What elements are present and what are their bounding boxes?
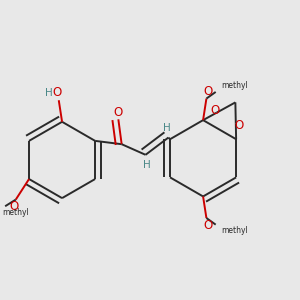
Text: O: O: [10, 200, 19, 213]
Text: O: O: [235, 119, 244, 132]
Text: methyl: methyl: [222, 226, 248, 235]
Text: O: O: [203, 85, 213, 98]
Text: H: H: [143, 160, 151, 170]
Text: H: H: [45, 88, 53, 98]
Text: O: O: [114, 106, 123, 118]
Text: methyl: methyl: [222, 82, 248, 91]
Text: methyl: methyl: [2, 208, 29, 217]
Text: O: O: [52, 86, 62, 99]
Text: H: H: [163, 123, 171, 133]
Text: O: O: [210, 103, 220, 116]
Text: O: O: [203, 219, 213, 232]
